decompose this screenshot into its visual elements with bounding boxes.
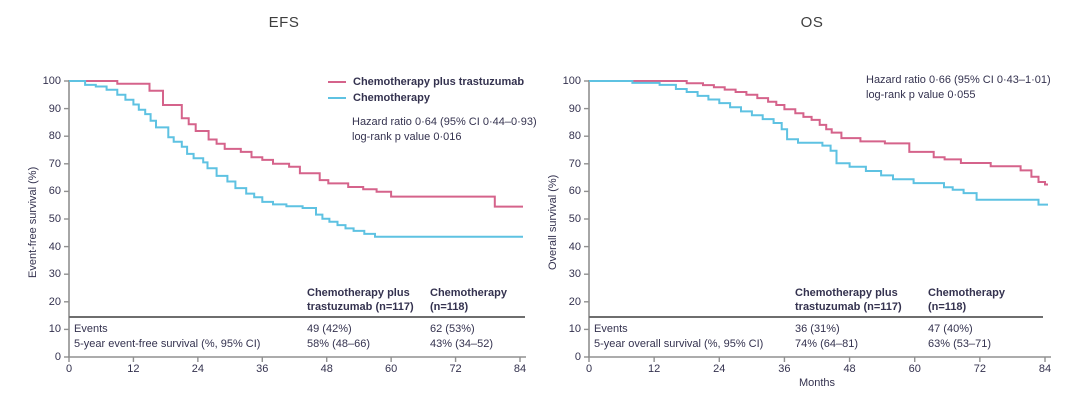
survival-curve-chemotherapy: [589, 80, 1048, 206]
table-cell-value: 49 (42%): [307, 323, 352, 335]
legend-item-trastuzumab: Chemotherapy plus trastuzumab: [328, 76, 524, 88]
x-tick-label: 24: [191, 363, 204, 375]
chemotherapy-line-swatch: [328, 97, 346, 99]
table-cell-value: 63% (53–71): [928, 338, 991, 350]
table-row-label: 5-year event-free survival (%, 95% CI): [74, 338, 261, 350]
y-tick-label: 10: [48, 323, 61, 336]
y-tick-label: 0: [54, 351, 61, 363]
y-tick-label: 90: [48, 102, 61, 115]
x-tick-label: 84: [1038, 363, 1052, 375]
y-tick-label: 60: [48, 185, 61, 198]
survival-curve-trastuzumab: [589, 80, 1048, 186]
table-row-label: Events: [594, 323, 628, 335]
table-cell-value: 74% (64–81): [795, 338, 858, 350]
legend-item-chemotherapy: Chemotherapy: [328, 92, 524, 104]
table-column-header: Chemotherapy plus trastuzumab (n=117): [307, 287, 414, 313]
table-column-header: Chemotherapy (n=118): [928, 287, 1006, 313]
table-rule: [589, 316, 1043, 318]
table-cell-value: 47 (40%): [928, 323, 973, 335]
y-tick-label: 50: [568, 213, 581, 225]
x-tick-label: 48: [320, 363, 333, 375]
table-cell-value: 43% (34–52): [430, 338, 493, 350]
y-tick-label: 20: [48, 295, 61, 308]
y-tick-label: 70: [48, 157, 61, 170]
x-tick-label: 84: [513, 363, 527, 375]
y-tick-label: 30: [568, 268, 581, 281]
x-tick-label: 12: [127, 363, 140, 375]
stats-annotation-os: Hazard ratio 0·66 (95% CI 0·43–1·01) log…: [866, 73, 1051, 103]
y-tick-label: 30: [48, 268, 61, 281]
legend-label-trastuzumab: Chemotherapy plus trastuzumab: [353, 76, 525, 88]
x-tick-label: 48: [843, 363, 856, 375]
table-column-header: Chemotherapy (n=118): [430, 287, 508, 313]
y-tick-label: 100: [42, 75, 61, 87]
chart-title-os: OS: [800, 14, 824, 31]
y-tick-label: 100: [562, 75, 581, 87]
table-cell-value: 62 (53%): [430, 323, 475, 335]
x-tick-label: 0: [65, 363, 73, 375]
x-tick-label: 60: [908, 363, 921, 375]
y-tick-label: 10: [568, 323, 581, 336]
x-tick-label: 72: [449, 363, 462, 375]
legend-label-chemotherapy: Chemotherapy: [353, 92, 431, 104]
survival-curve-chemotherapy: [69, 80, 523, 238]
y-tick-label: 50: [48, 213, 61, 225]
hazard-ratio-text-efs: Hazard ratio 0·64 (95% CI 0·44–0·93): [352, 116, 537, 128]
y-tick-label: 80: [48, 130, 61, 143]
x-tick-label: 12: [648, 363, 661, 375]
y-tick-label: 60: [568, 185, 581, 198]
hazard-ratio-text-os: Hazard ratio 0·66 (95% CI 0·43–1·01): [866, 74, 1051, 86]
chart-title-efs: EFS: [268, 14, 300, 31]
y-tick-label: 90: [568, 102, 581, 115]
table-cell-value: 58% (48–66): [307, 338, 370, 350]
table-row-label: 5-year overall survival (%, 95% CI): [594, 338, 764, 350]
log-rank-text-os: log-rank p value 0·055: [866, 89, 976, 101]
legend: Chemotherapy plus trastuzumab Chemothera…: [328, 76, 524, 104]
y-tick-label: 70: [568, 157, 581, 170]
x-tick-label: 60: [385, 363, 398, 375]
trastuzumab-line-swatch: [328, 81, 346, 83]
x-tick-label: 72: [973, 363, 986, 375]
log-rank-text-efs: log-rank p value 0·016: [352, 131, 462, 143]
survival-curve-trastuzumab: [69, 80, 523, 208]
x-axis-title-months: Months: [798, 377, 836, 389]
x-tick-label: 36: [778, 363, 791, 375]
x-tick-label: 24: [713, 363, 726, 375]
x-tick-label: 36: [256, 363, 269, 375]
y-tick-label: 40: [48, 240, 61, 253]
table-cell-value: 36 (31%): [795, 323, 840, 335]
y-tick-label: 20: [568, 295, 581, 308]
y-tick-label: 80: [568, 130, 581, 143]
stats-annotation-efs: Hazard ratio 0·64 (95% CI 0·44–0·93) log…: [352, 115, 537, 145]
table-column-header: Chemotherapy plus trastuzumab (n=117): [795, 287, 902, 313]
x-tick-label: 0: [585, 363, 593, 375]
y-tick-label: 0: [574, 351, 581, 363]
y-tick-label: 40: [568, 240, 581, 253]
table-rule: [69, 316, 525, 318]
table-row-label: Events: [74, 323, 108, 335]
